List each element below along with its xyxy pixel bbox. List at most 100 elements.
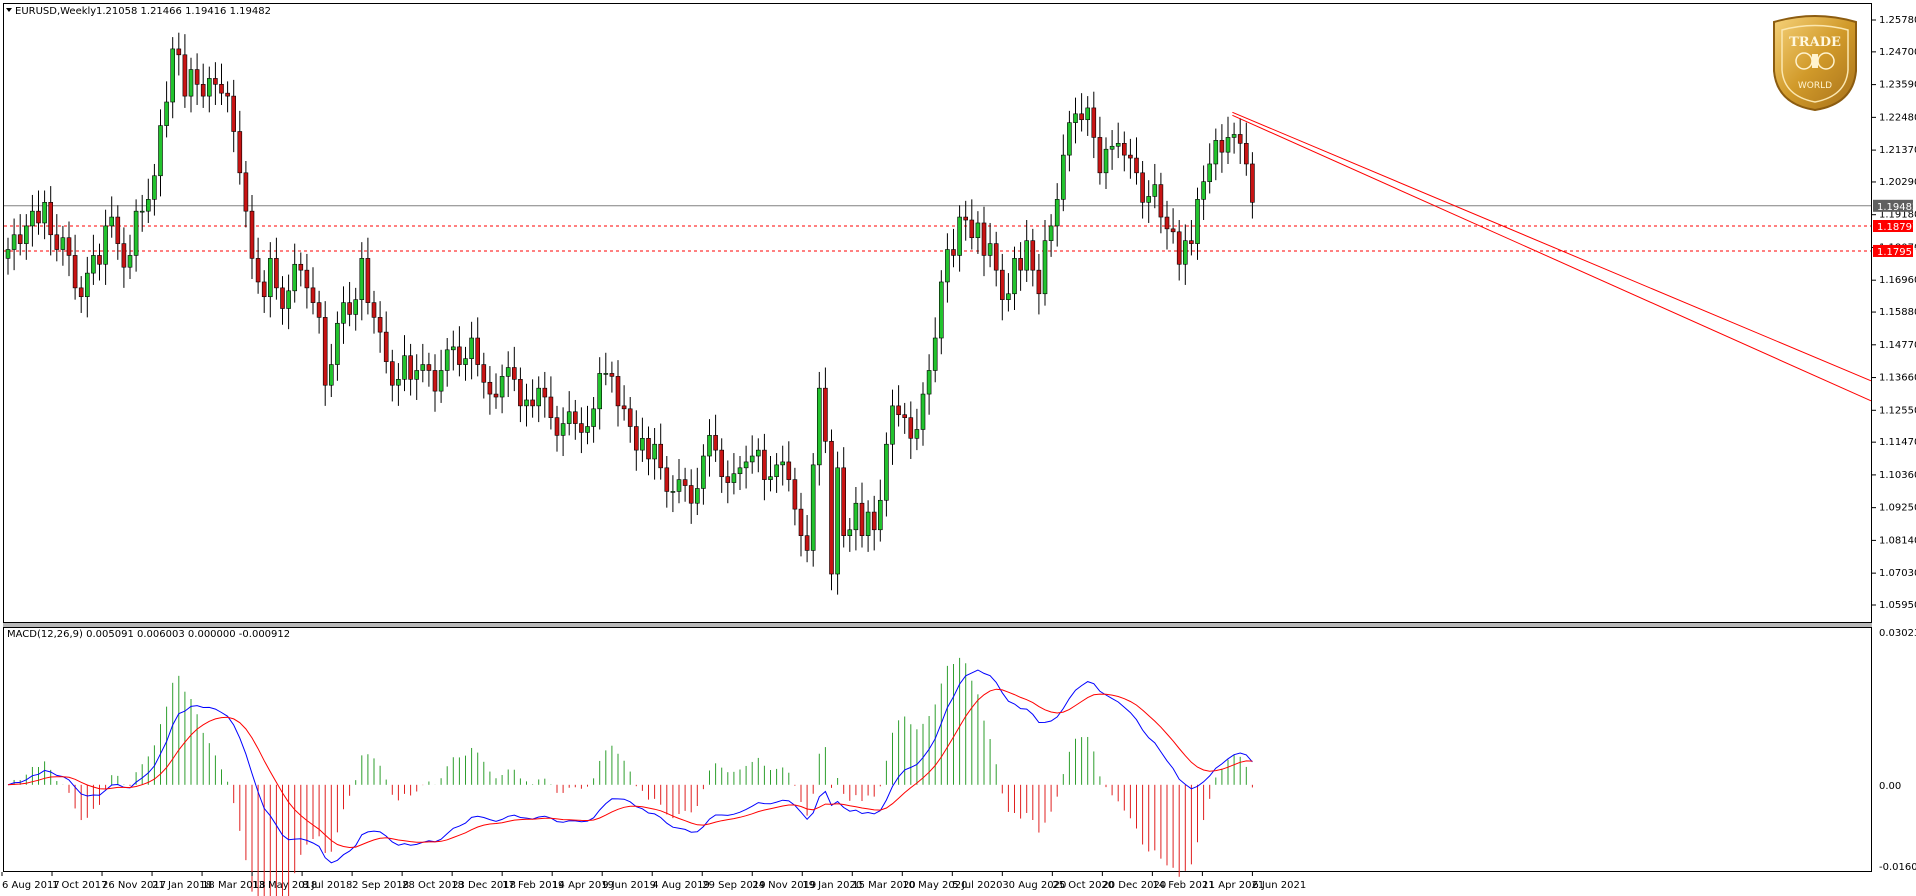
candle xyxy=(237,110,243,185)
date-tick-label: 5 Jul 2020 xyxy=(952,880,1002,891)
candle xyxy=(963,200,969,241)
candle xyxy=(725,460,731,504)
current-price-marker xyxy=(1873,199,1913,212)
candle xyxy=(267,242,273,318)
candle xyxy=(731,453,737,495)
price-tick-label: 1.25780 xyxy=(1879,15,1916,26)
candle xyxy=(780,445,786,486)
candle xyxy=(432,354,438,412)
candle xyxy=(1061,134,1066,212)
candle xyxy=(1085,96,1090,136)
candle xyxy=(737,456,743,490)
price-tick-label: 1.19180 xyxy=(1879,210,1916,221)
candle xyxy=(1024,220,1029,282)
candle xyxy=(286,274,291,330)
macd-line xyxy=(7,669,1253,864)
candle xyxy=(109,196,114,238)
candle xyxy=(1018,242,1023,291)
date-tick-label: 28 Oct 2018 xyxy=(402,880,464,891)
candle xyxy=(231,79,236,153)
candle xyxy=(572,399,578,440)
candle xyxy=(1244,122,1249,176)
candle xyxy=(1012,246,1017,310)
candle xyxy=(823,367,828,454)
candle xyxy=(30,194,35,247)
candle xyxy=(1201,165,1206,221)
price-tick-label: 1.05950 xyxy=(1879,600,1916,611)
trend-channel-line[interactable] xyxy=(1232,114,1872,402)
candle xyxy=(987,222,993,268)
candle xyxy=(1250,152,1255,219)
candle xyxy=(1091,91,1097,159)
price-levels xyxy=(4,205,1871,252)
candle xyxy=(402,335,407,392)
candle xyxy=(804,515,810,563)
date-tick-label: 9 Jun 2019 xyxy=(602,880,656,891)
candle xyxy=(298,252,304,287)
candle xyxy=(152,163,157,216)
candle xyxy=(1170,208,1176,244)
candle xyxy=(493,373,499,409)
candle xyxy=(182,34,188,108)
date-tick-label: 11 Apr 2021 xyxy=(1202,880,1264,891)
candle xyxy=(1146,180,1151,223)
trend-channel-line[interactable] xyxy=(1232,111,1872,382)
candle xyxy=(969,199,975,250)
candle xyxy=(1231,122,1237,154)
date-tick-label: 14 Feb 2021 xyxy=(1152,880,1214,891)
candle xyxy=(908,401,914,459)
date-tick-label: 21 Jan 2018 xyxy=(152,880,212,891)
price-tick-label: 1.08140 xyxy=(1879,535,1916,546)
candle xyxy=(219,63,224,105)
candle xyxy=(859,482,865,548)
candle xyxy=(359,242,365,321)
candle xyxy=(1103,137,1109,190)
candle xyxy=(426,352,432,387)
date-tick-label: 14 Apr 2019 xyxy=(552,880,614,891)
candle xyxy=(951,228,956,268)
symbol-dropdown-icon[interactable] xyxy=(6,8,12,12)
candle xyxy=(1109,130,1115,170)
candle xyxy=(36,190,41,235)
candle xyxy=(865,500,871,552)
candle xyxy=(853,486,859,551)
candle xyxy=(975,211,981,254)
candle xyxy=(408,343,413,396)
candle xyxy=(48,186,54,256)
candle xyxy=(1164,200,1170,250)
candle xyxy=(1128,138,1133,179)
date-tick-label: 6 Jun 2021 xyxy=(1252,880,1306,891)
candle xyxy=(450,330,456,371)
candle xyxy=(188,57,194,113)
level2-price-marker xyxy=(1873,244,1913,257)
macd-label: MACD(12,26,9) 0.005091 0.006003 0.000000… xyxy=(7,629,290,640)
price-pane-frame xyxy=(3,3,1872,623)
price-tick-label: 1.16960 xyxy=(1879,275,1916,286)
candle xyxy=(475,317,481,377)
candle xyxy=(60,225,66,266)
candle xyxy=(420,343,426,383)
pane-divider[interactable] xyxy=(3,623,1872,627)
candle xyxy=(615,360,621,427)
candle xyxy=(304,253,310,309)
candle xyxy=(164,81,169,138)
candle xyxy=(328,343,334,398)
price-tick-label: 1.12550 xyxy=(1879,405,1916,416)
price-tick-label: 1.15880 xyxy=(1879,307,1916,318)
signal-line xyxy=(7,688,1253,849)
candle xyxy=(511,346,517,392)
candle xyxy=(932,317,938,383)
candle xyxy=(536,376,542,423)
candle xyxy=(280,276,285,325)
candle xyxy=(487,366,493,415)
date-tick-label: 1 Oct 2017 xyxy=(52,880,107,891)
candle xyxy=(633,410,639,471)
candle xyxy=(200,63,206,108)
candle xyxy=(91,234,96,285)
date-tick-label: 23 Dec 2018 xyxy=(452,880,516,891)
trend-channel[interactable] xyxy=(1232,111,1872,402)
candle xyxy=(194,53,200,105)
candle xyxy=(11,218,17,271)
candle xyxy=(798,492,804,557)
